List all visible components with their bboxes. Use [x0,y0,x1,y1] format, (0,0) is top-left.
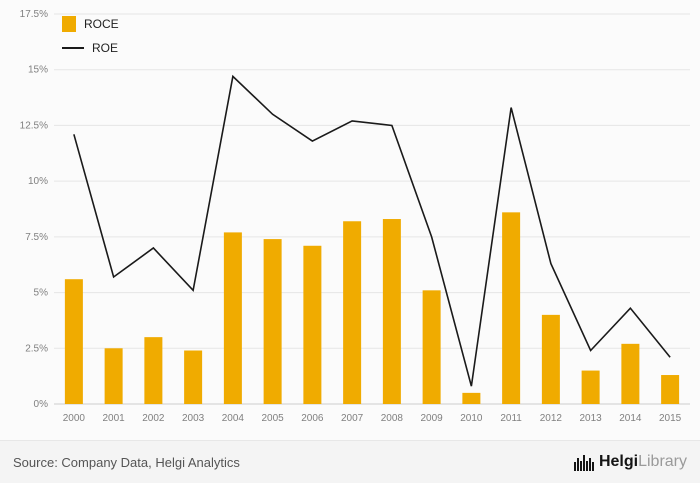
roce-bar[interactable] [382,219,401,404]
x-tick-label: 2005 [262,413,285,424]
x-tick-label: 2015 [659,413,682,424]
roce-bar[interactable] [343,221,362,404]
x-tick-label: 2003 [182,413,205,424]
y-tick-label: 15% [28,65,48,76]
roe-line[interactable] [73,74,671,387]
y-tick-label: 0% [34,399,49,410]
x-tick-label: 2006 [301,413,324,424]
roce-bar[interactable] [303,245,322,404]
y-tick-label: 7.5% [25,232,48,243]
x-tick-label: 2014 [619,413,642,424]
legend-label-roce: ROCE [84,17,119,31]
x-tick-label: 2010 [460,413,483,424]
roce-bar[interactable] [263,239,282,404]
roce-bar[interactable] [422,290,441,404]
roce-bar[interactable] [581,370,600,404]
x-tick-label: 2013 [580,413,603,424]
chart-plot: 0% 2.5% 5% 7.5% 10% 12.5% 15% 17.5% 2000 2001 2002… [20,9,690,424]
brand-text: HelgiLibrary [599,453,687,471]
x-tick-label: 2001 [103,413,126,424]
x-tick-label: 2011 [500,413,522,424]
legend-item-roe: ROE [62,41,119,55]
footer: Source: Company Data, Helgi Analytics He… [0,440,700,483]
y-tick-label: 2.5% [25,343,48,354]
legend-item-roce: ROCE [62,16,119,32]
x-tick-label: 2009 [421,413,444,424]
chart-area: 0% 2.5% 5% 7.5% 10% 12.5% 15% 17.5% 2000 2001 2002… [20,9,690,424]
roce-bar[interactable] [184,350,203,404]
brand-name-secondary: Library [638,453,687,470]
y-tick-label: 5% [34,288,49,299]
x-tick-label: 2012 [540,413,563,424]
x-tick-label: 2007 [341,413,364,424]
roce-bar[interactable] [64,279,83,404]
x-tick-label: 2004 [222,413,245,424]
roe-line-icon [62,47,84,49]
roce-bar[interactable] [144,337,163,404]
y-tick-label: 17.5% [20,9,48,20]
brand-logo: HelgiLibrary [573,453,687,471]
roce-bar[interactable] [223,232,242,404]
roce-bar[interactable] [621,343,640,404]
roce-bar[interactable] [502,212,521,404]
x-tick-label: 2008 [381,413,404,424]
legend-label-roe: ROE [92,41,119,55]
source-text: Source: Company Data, Helgi Analytics [13,454,240,470]
x-tick-label: 2002 [142,413,165,424]
y-tick-label: 12.5% [20,120,48,131]
roce-bar[interactable] [104,348,123,404]
x-tick-label: 2000 [63,413,86,424]
roce-bar[interactable] [541,314,560,404]
y-tick-label: 10% [28,176,48,187]
brand-name-primary: Helgi [598,453,639,470]
chart-legend: ROCE ROE [62,16,119,55]
helgi-logo-icon [573,454,594,471]
roce-swatch-icon [62,16,76,32]
roce-bar[interactable] [661,375,680,404]
roce-bar[interactable] [462,392,481,404]
